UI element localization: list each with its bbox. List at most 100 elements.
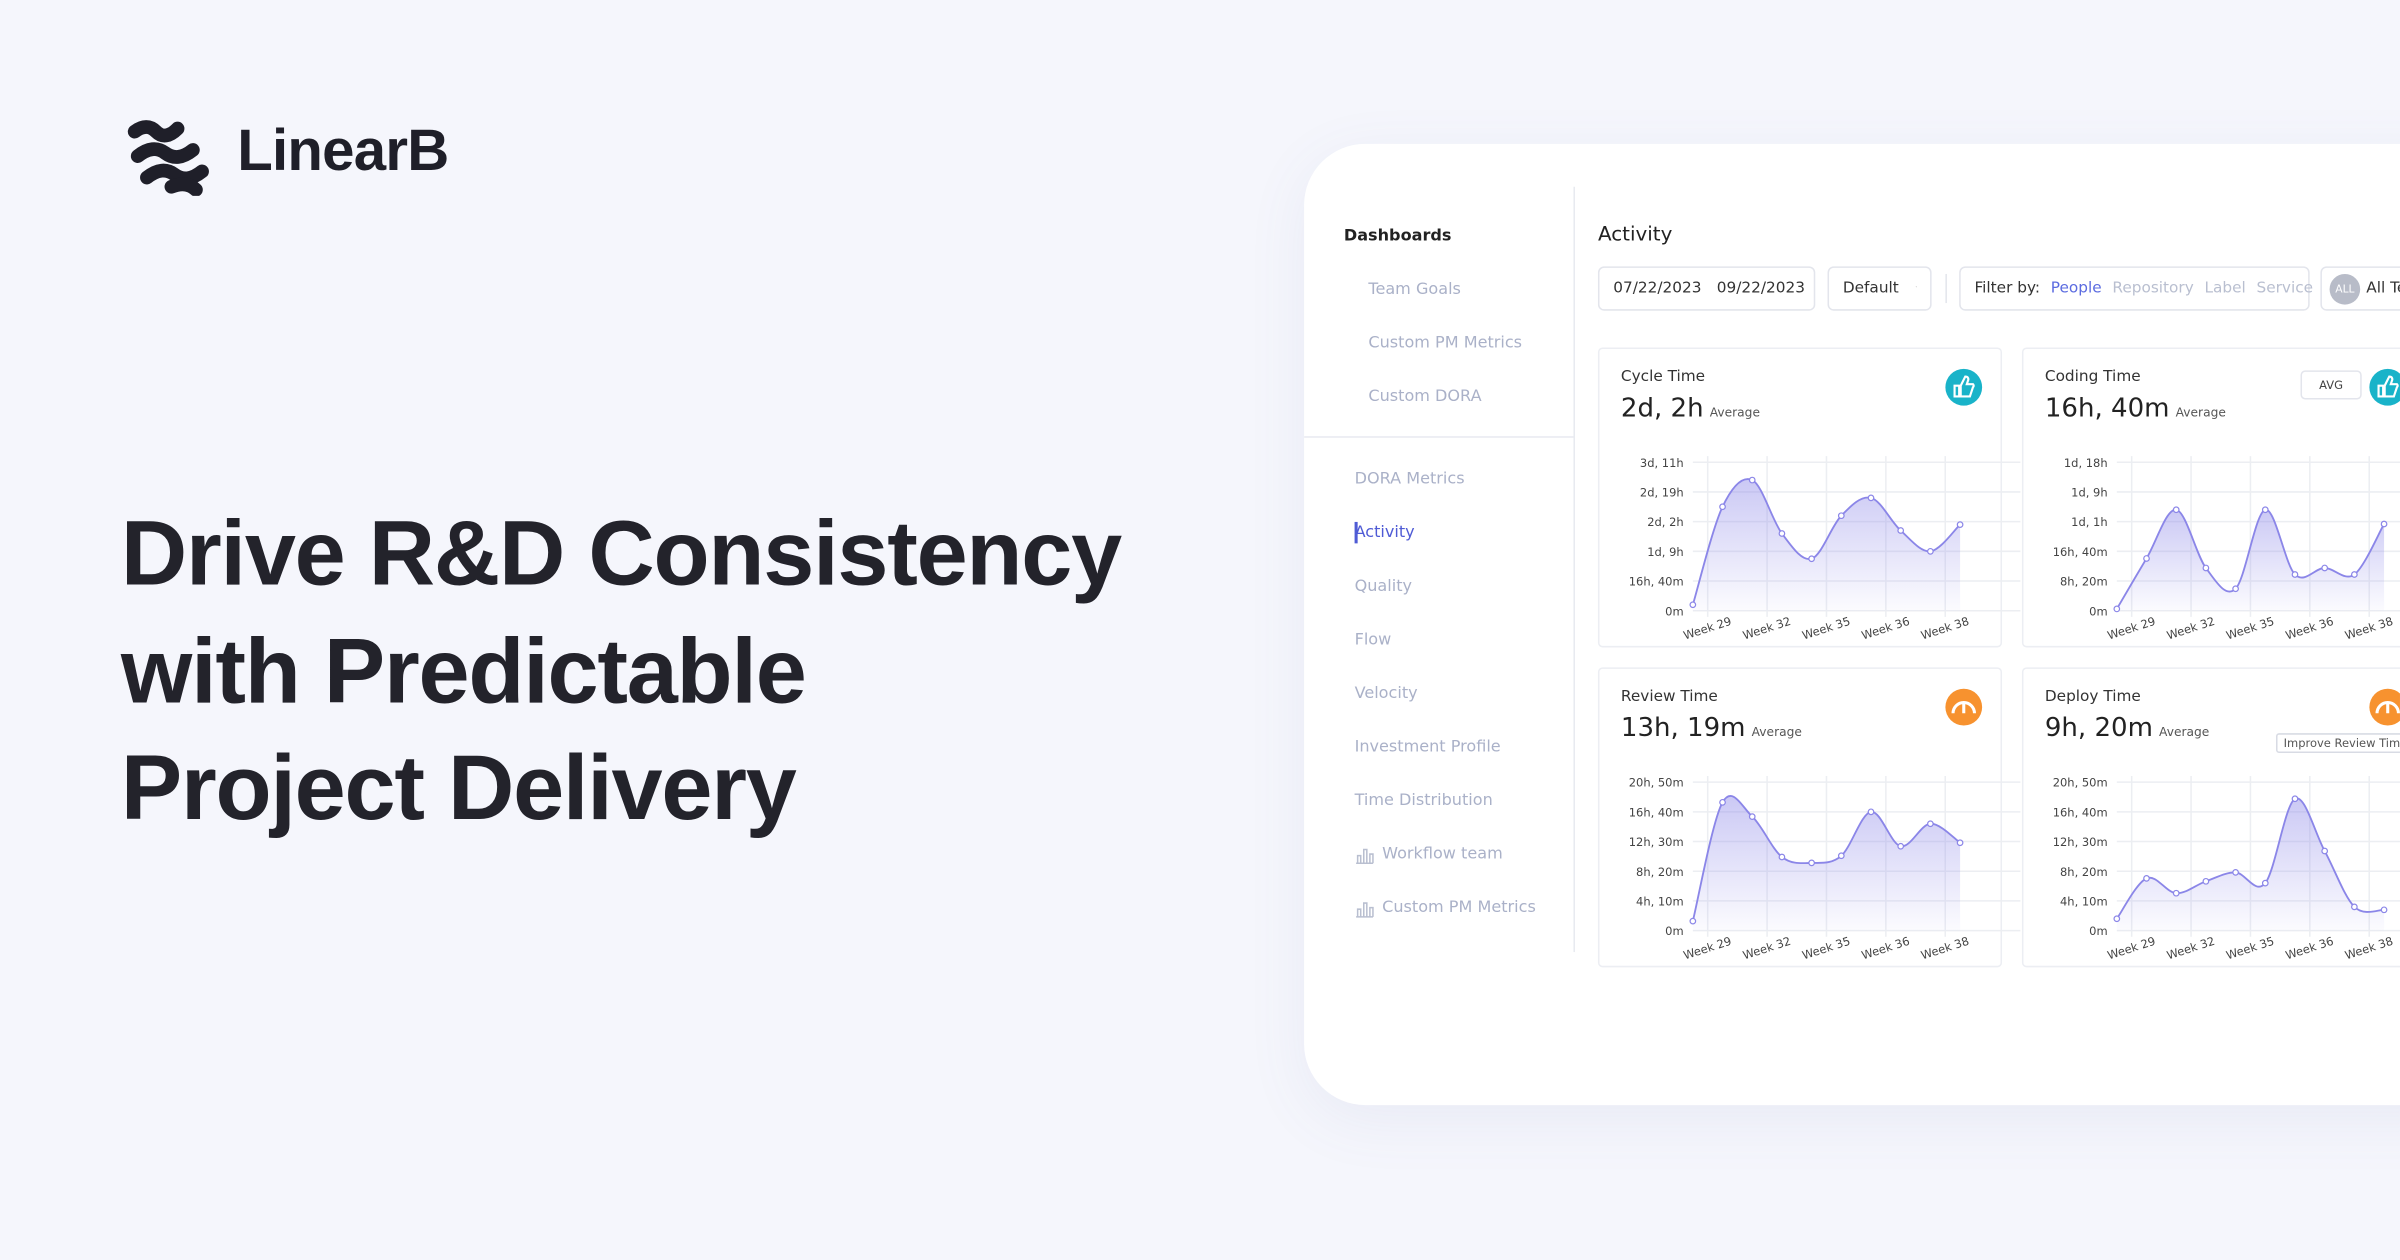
x-tick-label: Week 29 <box>1682 934 1734 963</box>
sidebar-item[interactable]: Investment Profile <box>1354 737 1501 757</box>
card-title: Coding Time <box>2044 368 2141 386</box>
point <box>1956 521 1964 528</box>
card-title: Cycle Time <box>1620 368 1706 386</box>
date-range[interactable]: 07/22/2023 09/22/2023 <box>1597 266 1816 311</box>
y-tick-label: 20h, 50m <box>2053 776 2108 790</box>
chart: 0m 16h, 40m 1d, 9h 2d, 2h 2d, 19h 3d, 11h Week… <box>1629 368 2021 643</box>
sidebar-item[interactable]: Activity <box>1354 523 1415 542</box>
chart: 0m 8h, 20m 16h, 40m 1d, 1h 1d, 9h 1d, 18h Week… <box>2053 368 2400 643</box>
point <box>1867 808 1875 816</box>
headline-line: Project Delivery <box>120 736 797 839</box>
point <box>2143 555 2150 562</box>
point <box>1748 476 1756 484</box>
status-icon <box>2369 688 2400 726</box>
view-dropdown[interactable]: Default <box>1827 266 1932 311</box>
x-tick-label: Week 29 <box>2106 934 2158 963</box>
sidebar-item[interactable]: Time Distribution <box>1354 791 1493 810</box>
dashboard-panel: Dashboards Activity 07/22/2023 09/22/202… <box>1304 143 2400 1106</box>
x-tick-label: Week 32 <box>2165 934 2217 963</box>
view-label: Default <box>1842 280 1899 297</box>
sidebar-item[interactable]: Custom PM Metrics <box>1382 898 1536 917</box>
sidebar-item[interactable]: Custom DORA <box>1368 387 1482 406</box>
brand-logo <box>127 120 209 196</box>
x-tick-label: Week 32 <box>1741 934 1793 963</box>
x-tick-label: Week 32 <box>1741 614 1793 643</box>
sidebar-item[interactable]: Workflow team <box>1382 844 1503 864</box>
point <box>1748 813 1756 820</box>
y-tick-label: 0m <box>2089 924 2107 938</box>
status-icon <box>1945 368 1983 406</box>
y-tick-label: 12h, 30m <box>1629 835 1684 849</box>
point <box>1837 512 1845 520</box>
area <box>2116 509 2385 611</box>
point <box>2202 877 2210 885</box>
metric-card: Cycle Time 2d, 2h Average 0m 16h, 40m 1d, 9h 2… <box>1597 347 2021 648</box>
y-tick-label: 4h, 10m <box>1636 895 1684 909</box>
icon-shape <box>1356 902 1374 918</box>
point <box>2321 564 2329 572</box>
sidebar-item[interactable]: Custom PM Metrics <box>1368 333 1523 353</box>
filter-option[interactable]: Label <box>2204 280 2246 297</box>
divider <box>1945 273 1947 304</box>
point <box>1927 547 1934 555</box>
y-tick-label: 20h, 50m <box>1629 776 1684 790</box>
y-tick-label: 16h, 40m <box>1629 805 1684 819</box>
card-title: Review Time <box>1620 688 1718 706</box>
y-tick-label: 8h, 20m <box>1636 865 1684 879</box>
divider <box>1573 186 1575 953</box>
team-label: All Teams <box>2366 280 2400 297</box>
point <box>2143 874 2150 882</box>
point <box>2172 889 2180 897</box>
card-value: 9h, 20m Average <box>2045 713 2209 744</box>
filter-option[interactable]: Service <box>2256 280 2314 297</box>
point <box>2113 605 2121 613</box>
summary-value: 16h, 40m <box>2044 393 2170 424</box>
point <box>2261 879 2269 887</box>
headline-line: Drive R&D Consistency <box>120 502 1122 605</box>
point <box>2321 847 2329 855</box>
team-badge: ALL <box>2329 273 2361 304</box>
summary-value: 9h, 20m <box>2044 713 2153 744</box>
sidebar-item[interactable]: Quality <box>1354 577 1413 596</box>
x-tick-label: Week 36 <box>1860 934 1912 963</box>
point <box>2351 903 2358 911</box>
point <box>1867 494 1875 502</box>
line <box>2116 508 2385 610</box>
summary-note: Average <box>1709 405 1760 420</box>
icon-shape <box>2375 701 2400 714</box>
metric-card: Coding Time 16h, 40m Average AVG 0m 8h, 20m 16… <box>2021 347 2400 648</box>
y-tick-label: 0m <box>1665 604 1683 618</box>
point <box>1897 527 1905 534</box>
x-tick-label: Week 35 <box>2224 614 2276 643</box>
summary-value: 2d, 2h <box>1620 393 1704 424</box>
sidebar-title: Dashboards <box>1343 226 1452 245</box>
y-tick-label: 8h, 20m <box>2060 865 2108 879</box>
divider <box>1304 436 1574 438</box>
y-tick-label: 12h, 30m <box>2053 835 2108 849</box>
aggregation-dropdown[interactable]: AVG <box>2300 370 2362 400</box>
point <box>2202 564 2210 572</box>
x-tick-label: Week 29 <box>1682 614 1734 643</box>
x-tick-label: Week 35 <box>1800 614 1852 643</box>
chart: 0m 4h, 10m 8h, 20m 12h, 30m 16h, 40m 20h, 50m… <box>1629 688 2021 963</box>
filter-option[interactable]: People <box>2050 280 2102 297</box>
sidebar-item[interactable]: DORA Metrics <box>1354 469 1465 489</box>
date-from: 07/22/2023 <box>1613 280 1702 297</box>
y-tick-label: 0m <box>2089 604 2107 618</box>
x-tick-label: Week 32 <box>2165 614 2217 643</box>
point <box>2232 869 2239 876</box>
filter-option[interactable]: Repository <box>2112 280 2194 297</box>
card-value: 13h, 19m Average <box>1621 713 1802 744</box>
x-tick-label: Week 38 <box>2343 614 2395 643</box>
sidebar-item[interactable]: Team Goals <box>1368 280 1461 299</box>
icon-shape <box>1356 848 1374 865</box>
summary-note: Average <box>2159 725 2210 740</box>
line <box>1691 478 1961 606</box>
y-tick-label: 8h, 20m <box>2060 575 2108 589</box>
sidebar-item[interactable]: Flow <box>1354 630 1392 649</box>
team-selector[interactable]: ALL All Teams <box>2320 266 2400 311</box>
point <box>1927 820 1934 828</box>
point <box>1719 503 1726 511</box>
card-title: Deploy Time <box>2044 688 2141 706</box>
sidebar-item[interactable]: Velocity <box>1354 684 1418 703</box>
